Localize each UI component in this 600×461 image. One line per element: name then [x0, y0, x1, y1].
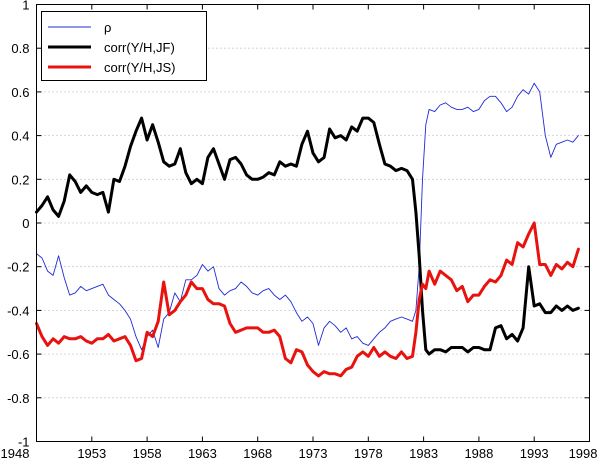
x-tick-label: 1968 — [243, 446, 272, 461]
x-tick-label: 1953 — [77, 446, 106, 461]
y-tick-label: -0.6 — [7, 347, 29, 362]
legend-label-2: corr(Y/H,JS) — [104, 60, 176, 75]
x-tick-label: 1973 — [299, 446, 328, 461]
y-tick-label: 0 — [22, 216, 29, 231]
x-tick-label: 1998 — [569, 446, 598, 461]
x-tick-label: 1963 — [188, 446, 217, 461]
y-tick-label: 1 — [22, 0, 29, 13]
y-tick-label: 0.2 — [11, 172, 29, 187]
y-tick-label: -0.2 — [7, 260, 29, 275]
y-tick-label: 0.8 — [11, 41, 29, 56]
x-tick-label: 1978 — [354, 446, 383, 461]
y-tick-label: -1 — [18, 435, 30, 450]
y-tick-label: -0.4 — [7, 303, 29, 318]
x-tick-label: 1993 — [520, 446, 549, 461]
y-tick-label: 0.4 — [11, 129, 29, 144]
series-line-2 — [35, 221, 580, 378]
x-tick-label: 1988 — [464, 446, 493, 461]
x-tick-label: 1983 — [409, 446, 438, 461]
x-tick-label: 1958 — [133, 446, 162, 461]
legend: ρ corr(Y/H,JF) corr(Y/H,JS) — [41, 11, 207, 81]
series-line-1 — [35, 116, 580, 356]
legend-label-1: corr(Y/H,JF) — [104, 40, 175, 55]
y-axis-ticks: -1 -0.8 -0.6 -0.4 -0.2 0 0.2 0.4 0.6 0.8 1 — [7, 0, 590, 450]
legend-label-0: ρ — [104, 20, 111, 35]
series-line-0 — [36, 82, 579, 351]
plot-series — [35, 82, 580, 378]
x-axis-ticks: 1948 1953 1958 1963 1968 1973 1978 1983 1988 1993… — [1, 4, 598, 461]
y-tick-label: -0.8 — [7, 391, 29, 406]
x-tick-label: 1948 — [1, 446, 30, 461]
y-tick-label: 0.6 — [11, 85, 29, 100]
